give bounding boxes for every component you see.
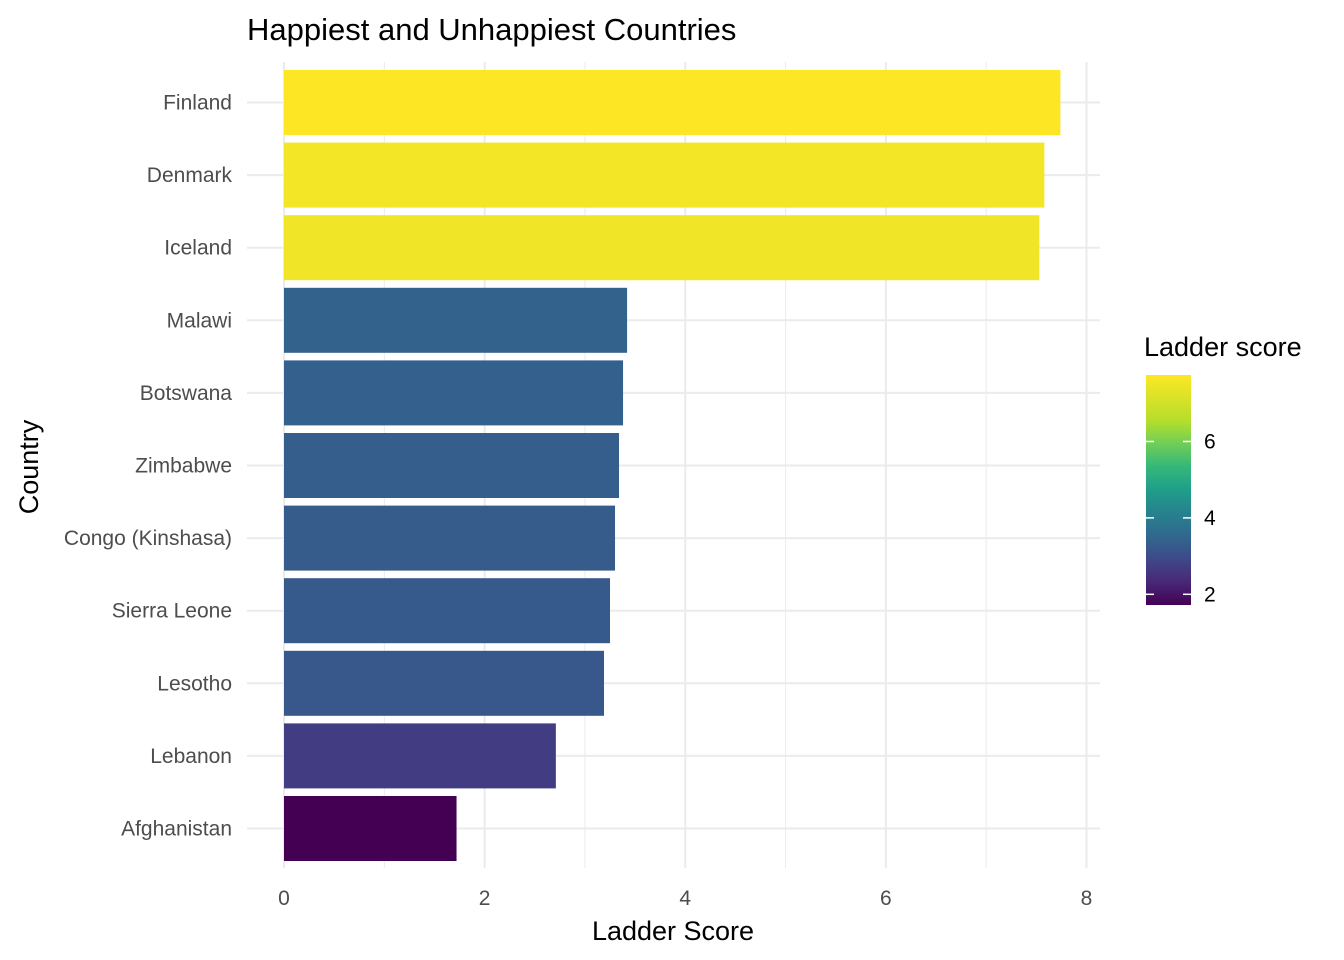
x-tick-labels: 0 2 4 6 8 (278, 887, 1092, 910)
legend-ticks: 2 4 6 (1146, 430, 1216, 606)
y-tick-label: Malawi (167, 309, 232, 332)
y-tick-labels: Finland Denmark Iceland Malawi Botswana Zimba… (64, 92, 233, 841)
x-tick-label: 6 (880, 887, 892, 910)
x-tick-label: 2 (479, 887, 491, 910)
y-tick-label: Botswana (140, 382, 233, 405)
y-axis-title: Country (14, 419, 44, 514)
y-tick-label: Iceland (164, 237, 232, 260)
x-tick-label: 4 (679, 887, 691, 910)
bar-iceland (284, 215, 1040, 281)
bar-afghanistan (284, 796, 457, 861)
y-tick-label: Congo (Kinshasa) (64, 527, 232, 550)
y-tick-label: Zimbabwe (135, 455, 232, 478)
bar-zimbabwe (284, 433, 620, 498)
color-legend: Ladder score 2 4 6 (1144, 332, 1302, 606)
bar-denmark (284, 142, 1045, 208)
x-axis-title: Ladder Score (592, 916, 754, 946)
legend-tick-label: 4 (1204, 507, 1216, 530)
legend-title: Ladder score (1144, 332, 1302, 362)
y-tick-label: Afghanistan (121, 818, 232, 841)
bar-malawi (284, 287, 628, 353)
bar-sierra-leone (284, 578, 611, 644)
bar-finland (284, 70, 1061, 135)
y-tick-label: Lebanon (150, 745, 232, 768)
bar-congo-kinshasa (284, 505, 616, 571)
y-tick-label: Denmark (147, 164, 233, 187)
legend-tick-label: 6 (1204, 430, 1216, 453)
y-tick-label: Finland (163, 92, 232, 115)
bar-botswana (284, 360, 624, 426)
legend-colorbar (1146, 375, 1191, 605)
x-tick-label: 8 (1081, 887, 1093, 910)
legend-tick-label: 2 (1204, 583, 1216, 606)
bars (284, 70, 1061, 861)
bar-lesotho (284, 650, 604, 716)
chart-title: Happiest and Unhappiest Countries (247, 12, 736, 47)
y-tick-label: Sierra Leone (112, 600, 232, 623)
x-tick-label: 0 (278, 887, 290, 910)
y-tick-label: Lesotho (157, 672, 232, 695)
bar-lebanon (284, 723, 556, 789)
